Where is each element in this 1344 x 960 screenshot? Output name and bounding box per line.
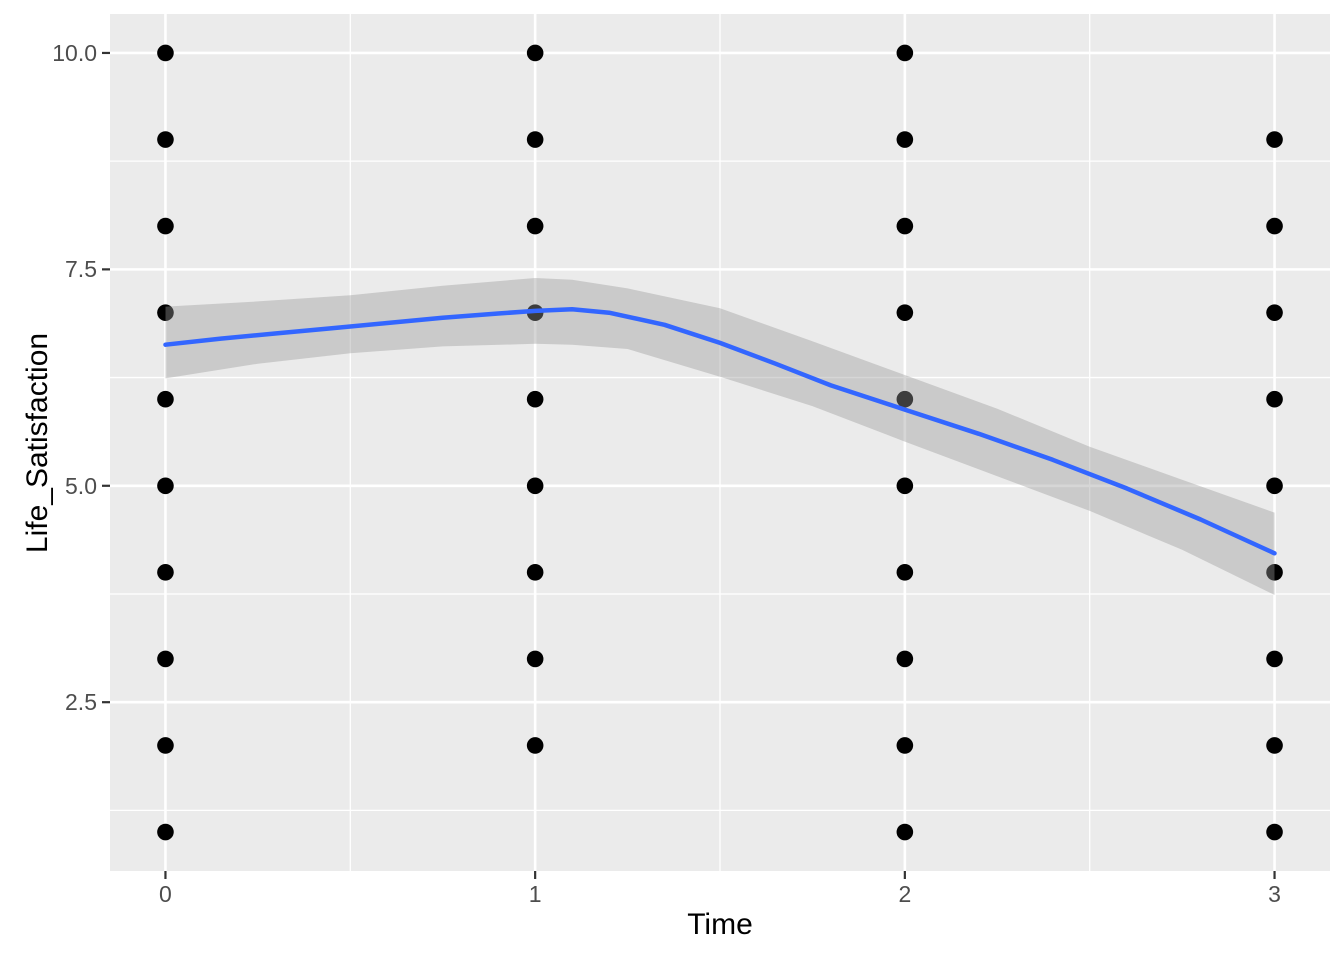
data-point bbox=[896, 823, 914, 841]
data-point bbox=[896, 44, 914, 62]
x-tick-label: 3 bbox=[1268, 881, 1281, 907]
data-point bbox=[896, 477, 914, 495]
data-point bbox=[157, 737, 174, 754]
data-point bbox=[157, 131, 174, 148]
data-point bbox=[896, 564, 914, 581]
data-point bbox=[896, 737, 914, 754]
data-point bbox=[1266, 390, 1283, 408]
data-point bbox=[157, 477, 174, 495]
data-point bbox=[526, 477, 544, 495]
data-point bbox=[526, 217, 544, 235]
x-tick-label: 1 bbox=[528, 881, 542, 907]
x-tick-label: 2 bbox=[898, 881, 912, 907]
data-point bbox=[157, 564, 174, 581]
data-point bbox=[526, 44, 544, 62]
data-point bbox=[157, 650, 174, 668]
x-tick-label: 0 bbox=[159, 881, 172, 907]
data-point bbox=[1266, 304, 1283, 321]
y-tick-label: 10.0 bbox=[52, 39, 97, 66]
data-point bbox=[157, 217, 174, 235]
y-tick-label: 2.5 bbox=[65, 689, 97, 716]
y-axis-title: Life_Satisfaction bbox=[21, 332, 54, 554]
data-point bbox=[526, 737, 544, 754]
data-point bbox=[896, 131, 914, 148]
data-point bbox=[896, 304, 914, 321]
data-point bbox=[526, 650, 544, 668]
data-point bbox=[526, 131, 544, 148]
data-point bbox=[157, 44, 174, 62]
data-point bbox=[1266, 477, 1283, 495]
x-axis-title: Time bbox=[687, 908, 753, 941]
smooth-line bbox=[163, 306, 1277, 556]
data-point bbox=[526, 390, 544, 408]
data-point bbox=[526, 564, 544, 581]
y-tick-label: 5.0 bbox=[65, 472, 97, 499]
data-point bbox=[157, 823, 174, 841]
data-point bbox=[1266, 823, 1283, 841]
data-point bbox=[896, 650, 914, 668]
y-tick-label: 7.5 bbox=[65, 256, 97, 283]
data-point bbox=[896, 217, 914, 235]
data-point bbox=[157, 304, 174, 321]
data-point bbox=[1266, 564, 1283, 581]
data-point bbox=[1266, 217, 1283, 235]
data-point bbox=[1266, 737, 1283, 754]
data-point bbox=[1266, 131, 1283, 148]
data-point bbox=[896, 390, 914, 408]
data-point bbox=[1266, 650, 1283, 668]
data-point bbox=[157, 390, 174, 408]
